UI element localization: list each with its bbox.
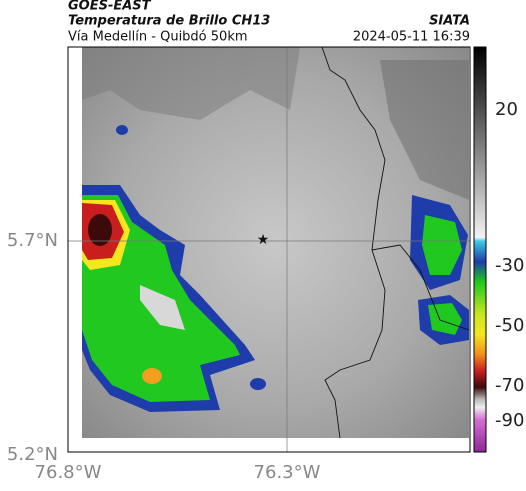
colorbar-tick: -70 xyxy=(495,375,524,396)
product: Temperatura de Brillo CH13 xyxy=(68,14,270,29)
border xyxy=(371,244,470,331)
lon-label: 76.8°W xyxy=(35,462,102,483)
cloud-dark xyxy=(82,47,300,120)
lon-label: 76.3°W xyxy=(254,462,321,483)
source: SIATA xyxy=(429,14,470,29)
route: Vía Medellín - Quibdó 50km xyxy=(68,30,248,45)
colorbar-tick: -50 xyxy=(495,315,524,336)
map: ★ xyxy=(67,46,471,453)
storm-edge xyxy=(116,125,128,135)
datetime: 2024-05-11 16:39 xyxy=(353,30,470,45)
colorbar-tick: -90 xyxy=(495,410,524,431)
storm xyxy=(422,215,462,275)
lat-label: 5.2°N xyxy=(7,444,58,465)
map-frame xyxy=(67,46,471,453)
cloud-dark xyxy=(380,60,469,200)
colorbar-tick: -30 xyxy=(495,255,524,276)
satellite: GOES-EAST xyxy=(68,0,152,14)
storm-core xyxy=(88,214,112,246)
station-star: ★ xyxy=(257,232,270,248)
colorbar xyxy=(473,46,487,453)
colorbar-tick: 20 xyxy=(495,99,518,120)
clear-gap xyxy=(140,285,185,330)
lat-label: 5.7°N xyxy=(7,230,58,251)
storm-edge xyxy=(250,378,266,390)
storm-core xyxy=(142,368,162,384)
